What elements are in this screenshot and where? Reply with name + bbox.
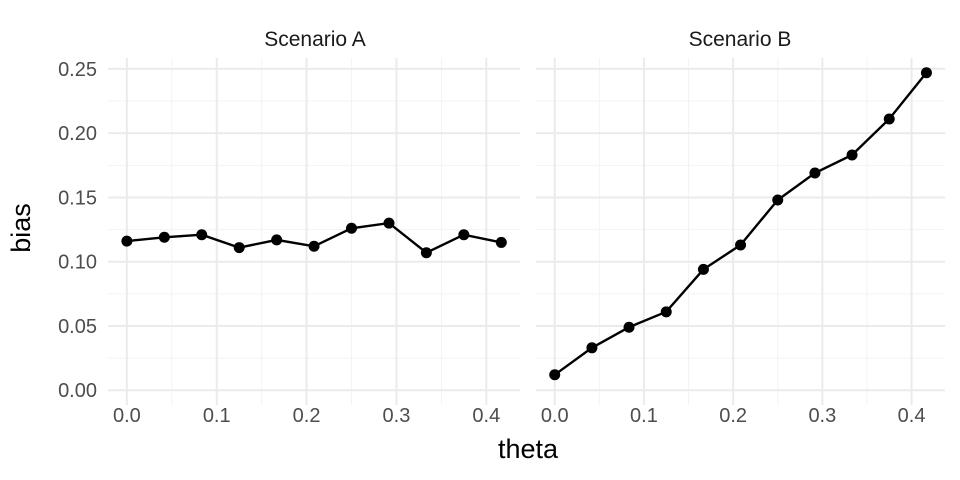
data-point xyxy=(346,222,358,234)
y-tick-label: 0.15 xyxy=(58,187,97,209)
x-tick-label: 0.3 xyxy=(383,405,411,427)
x-tick-label: 0.4 xyxy=(472,405,500,427)
data-point xyxy=(735,239,747,251)
y-axis-ticks: 0.00 0.05 0.10 0.15 0.20 0.25 xyxy=(58,59,97,402)
data-point xyxy=(420,247,432,259)
data-point xyxy=(308,240,320,252)
data-point xyxy=(697,263,709,275)
y-tick-label: 0.05 xyxy=(58,316,97,338)
panel-title-scenario-a: Scenario A xyxy=(264,28,366,51)
x-tick-label: 0.4 xyxy=(898,405,926,427)
x-tick-label: 0.3 xyxy=(808,405,836,427)
data-point xyxy=(458,229,470,241)
data-point xyxy=(158,231,170,243)
y-tick-label: 0.00 xyxy=(58,380,97,402)
x-tick-label: 0.1 xyxy=(630,405,658,427)
y-tick-label: 0.20 xyxy=(58,123,97,145)
data-point xyxy=(233,242,245,254)
series-line xyxy=(553,72,928,376)
panel-scenario-b: Scenario B 0.0 0.1 0.2 0.3 0.4 xyxy=(536,28,945,427)
data-point xyxy=(383,217,395,229)
y-tick-label: 0.10 xyxy=(58,252,97,274)
data-point xyxy=(549,369,561,381)
y-tick-label: 0.25 xyxy=(58,59,97,81)
data-point xyxy=(772,194,784,206)
x-tick-label: 0.2 xyxy=(293,405,321,427)
data-point xyxy=(196,229,208,241)
y-axis-title: bias xyxy=(6,203,36,253)
x-axis-title: theta xyxy=(498,434,559,464)
data-point xyxy=(809,167,821,179)
panel-title-scenario-b: Scenario B xyxy=(689,28,792,51)
data-point xyxy=(883,113,895,125)
data-point xyxy=(495,236,507,248)
data-point xyxy=(623,321,635,333)
x-tick-label: 0.1 xyxy=(203,405,231,427)
data-point xyxy=(846,149,858,161)
x-tick-label: 0.0 xyxy=(113,405,141,427)
data-point xyxy=(121,235,133,247)
x-tick-label: 0.2 xyxy=(719,405,747,427)
data-point xyxy=(271,234,283,246)
data-point xyxy=(586,342,598,354)
data-point xyxy=(660,306,672,318)
panel-scenario-a: Scenario A 0.0 0.1 0.2 0.3 0.4 xyxy=(108,28,520,427)
data-point xyxy=(920,67,932,79)
x-tick-label: 0.0 xyxy=(541,405,569,427)
